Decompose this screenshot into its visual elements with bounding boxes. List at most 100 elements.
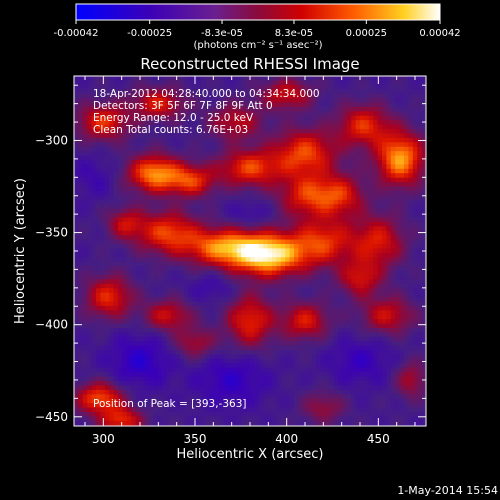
heatmap-cell [333, 310, 339, 316]
heatmap-cell [210, 120, 216, 126]
heatmap-cell [404, 257, 409, 263]
heatmap-cell [258, 248, 264, 254]
heatmap-cell [254, 239, 260, 245]
heatmap-cell [126, 155, 132, 161]
heatmap-cell [399, 332, 405, 338]
heatmap-cell [223, 93, 229, 99]
heatmap-cell [109, 297, 115, 303]
heatmap-cell [118, 142, 123, 148]
heatmap-cell [373, 217, 379, 223]
heatmap-cell [276, 328, 282, 334]
heatmap-cell [153, 252, 159, 258]
heatmap-cell [236, 106, 242, 112]
heatmap-cell [298, 76, 304, 82]
heatmap-cell [74, 310, 79, 316]
heatmap-cell [417, 155, 423, 161]
heatmap-cell [285, 84, 291, 90]
heatmap-cell [342, 151, 348, 157]
heatmap-cell [316, 319, 321, 325]
heatmap-cell [104, 80, 110, 86]
heatmap-cell [386, 221, 392, 227]
heatmap-cell [333, 129, 339, 135]
heatmap-cell [302, 204, 308, 210]
heatmap-cell [272, 137, 277, 143]
heatmap-cell [131, 319, 137, 325]
heatmap-cell [74, 120, 79, 126]
heatmap-cell [82, 173, 88, 179]
heatmap-cell [294, 164, 299, 170]
heatmap-cell [74, 305, 79, 311]
heatmap-cell [426, 85, 431, 90]
heatmap-cell [382, 111, 387, 117]
heatmap-cell [316, 257, 321, 263]
heatmap-cell [126, 283, 132, 289]
heatmap-cell [210, 173, 216, 179]
heatmap-cell [87, 341, 93, 347]
heatmap-cell [179, 226, 185, 232]
heatmap-cell [245, 244, 251, 250]
heatmap-cell [298, 137, 304, 143]
heatmap-cell [175, 230, 181, 236]
heatmap-cell [188, 310, 194, 316]
heatmap-cell [302, 283, 308, 289]
heatmap-cell [333, 328, 339, 334]
heatmap-cell [338, 217, 343, 223]
heatmap-cell [311, 221, 317, 227]
heatmap-cell [377, 208, 383, 214]
heatmap-cell [113, 115, 119, 121]
heatmap-cell [210, 297, 216, 303]
heatmap-cell [210, 168, 216, 174]
heatmap-cell [91, 239, 97, 245]
heatmap-cell [302, 305, 308, 311]
heatmap-cell [214, 190, 220, 196]
heatmap-cell [254, 106, 260, 112]
heatmap-cell [368, 124, 374, 130]
heatmap-cell [148, 133, 154, 139]
heatmap-cell [74, 182, 79, 188]
heatmap-cell [364, 266, 370, 272]
heatmap-cell [241, 283, 247, 289]
heatmap-cell [78, 314, 84, 320]
heatmap-cell [404, 102, 409, 108]
heatmap-cell [87, 168, 93, 174]
heatmap-cell [399, 319, 405, 325]
heatmap-cell [382, 151, 387, 157]
heatmap-cell [421, 314, 426, 320]
heatmap-cell [311, 186, 317, 192]
heatmap-cell [184, 93, 189, 99]
heatmap-cell [184, 252, 189, 258]
heatmap-cell [329, 341, 335, 347]
heatmap-cell [162, 133, 167, 139]
heatmap-cell [166, 182, 172, 188]
heatmap-cell [258, 137, 264, 143]
heatmap-cell [223, 102, 229, 108]
heatmap-cell [241, 146, 247, 152]
heatmap-cell [118, 155, 123, 161]
heatmap-cell [214, 124, 220, 130]
heatmap-cell [131, 305, 137, 311]
heatmap-cell [131, 186, 137, 192]
heatmap-cell [289, 137, 295, 143]
heatmap-cell [170, 257, 176, 263]
heatmap-cell [404, 84, 409, 90]
heatmap-cell [360, 129, 365, 135]
heatmap-cell [421, 129, 426, 135]
heatmap-cell [87, 102, 93, 108]
heatmap-cell [245, 164, 251, 170]
heatmap-cell [157, 137, 163, 143]
heatmap-cell [373, 292, 379, 298]
heatmap-cell [368, 310, 374, 316]
heatmap-cell [298, 173, 304, 179]
heatmap-cell [206, 89, 211, 95]
heatmap-cell [272, 168, 277, 174]
heatmap-cell [276, 199, 282, 205]
heatmap-cell [294, 221, 299, 227]
heatmap-cell [421, 274, 426, 280]
heatmap-cell [232, 160, 238, 166]
heatmap-cell [96, 129, 101, 135]
heatmap-cell [179, 80, 185, 86]
heatmap-cell [280, 137, 286, 143]
heatmap-cell [201, 84, 207, 90]
heatmap-cell [430, 164, 435, 169]
heatmap-cell [316, 199, 321, 205]
